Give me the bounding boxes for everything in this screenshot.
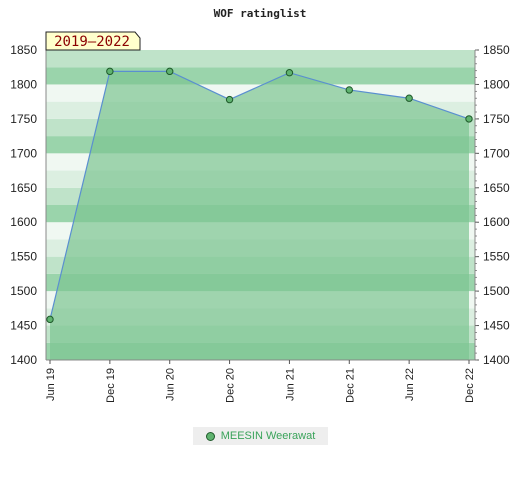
legend-series-label: MEESIN Weerawat — [220, 430, 316, 442]
y-tick-label-left: 1400 — [10, 353, 37, 367]
y-tick-label-right: 1750 — [483, 112, 510, 126]
y-tick-label-right: 1650 — [483, 181, 510, 195]
period-label: 2019–2022 — [54, 34, 130, 50]
x-tick-label: Dec 22 — [464, 368, 476, 403]
legend-marker-icon — [205, 431, 215, 441]
y-tick-label-left: 1550 — [10, 250, 37, 264]
data-point — [405, 94, 413, 102]
y-tick-label-left: 1600 — [10, 215, 37, 229]
y-tick-label-right: 1550 — [483, 250, 510, 264]
x-tick-label: Jun 22 — [404, 368, 416, 401]
chart-title: WOF ratinglist — [214, 7, 307, 20]
rating-area — [50, 71, 469, 360]
x-tick-label: Dec 19 — [105, 368, 117, 403]
data-point — [285, 69, 294, 77]
axes: 1400 1400 1450 1450 1500 1500 1550 1550 1600 1600… — [10, 43, 510, 403]
y-tick-label-right: 1450 — [483, 319, 510, 333]
y-tick-label-right: 1850 — [483, 43, 510, 57]
y-tick-label-left: 1650 — [10, 181, 37, 195]
y-tick-label-left: 1450 — [10, 319, 37, 333]
x-tick-label: Dec 21 — [344, 368, 356, 403]
y-tick-label-right: 1700 — [483, 146, 510, 160]
data-point — [225, 95, 234, 104]
rating-line — [49, 70, 470, 320]
y-tick-label-left: 1750 — [10, 112, 37, 126]
y-tick-label-right: 1800 — [483, 77, 510, 91]
y-tick-label-left: 1850 — [10, 43, 37, 57]
y-tick-label-left: 1800 — [10, 77, 37, 91]
data-point — [166, 67, 174, 76]
y-tick-label-right: 1500 — [483, 284, 510, 298]
y-tick-label-left: 1700 — [10, 146, 37, 160]
x-tick-label: Jun 19 — [45, 368, 57, 401]
data-point — [345, 86, 353, 94]
legend: MEESIN Weerawat — [193, 427, 328, 445]
data-points — [46, 67, 473, 324]
y-tick-label-left: 1500 — [10, 284, 37, 298]
background-band — [46, 50, 475, 68]
y-tick-label-right: 1600 — [483, 215, 510, 229]
x-tick-label: Jun 20 — [165, 368, 177, 401]
data-point — [46, 315, 54, 324]
y-tick-label-right: 1400 — [483, 353, 510, 367]
x-tick-label: Jun 21 — [284, 368, 296, 401]
data-point — [106, 67, 114, 76]
period-badge: 2019–2022 — [45, 31, 141, 51]
x-tick-label: Dec 20 — [225, 368, 237, 403]
data-point — [465, 115, 473, 123]
